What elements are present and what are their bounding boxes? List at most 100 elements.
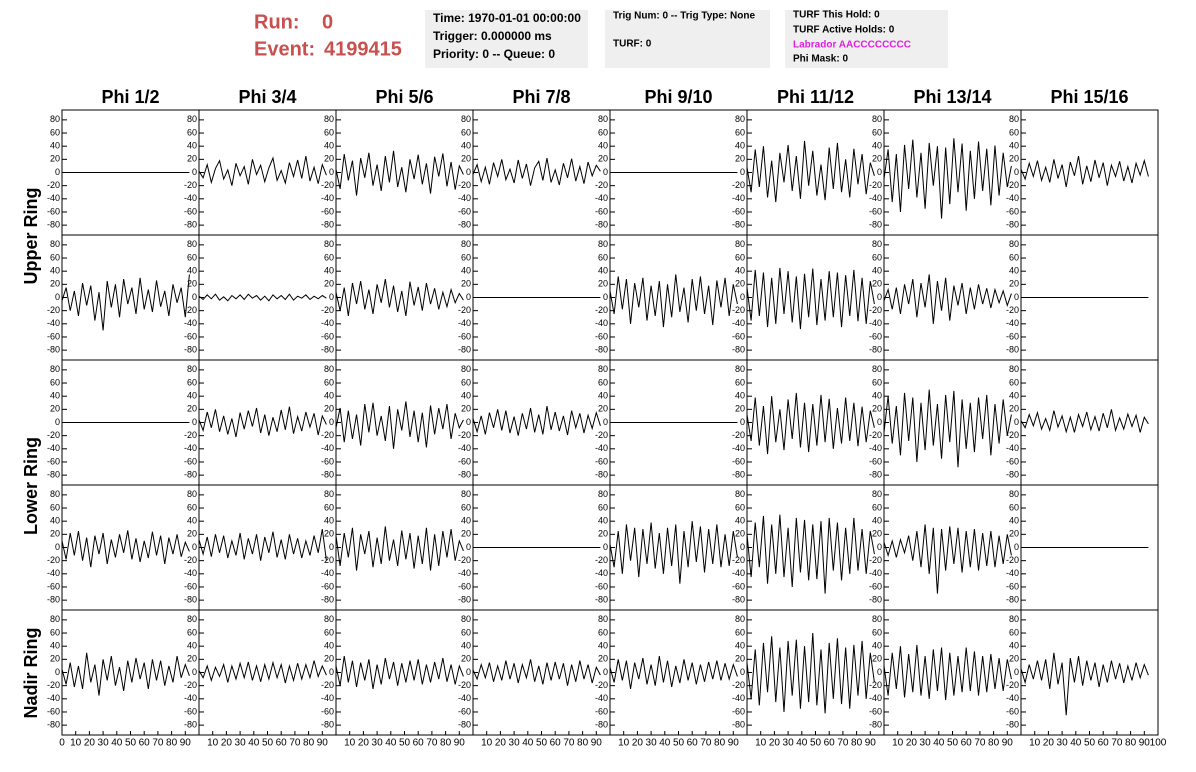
y-tick-label: -20 — [1006, 180, 1019, 190]
waveform — [746, 140, 875, 203]
y-tick-label: -80 — [869, 470, 882, 480]
y-tick-label: 40 — [1009, 641, 1019, 651]
y-tick-label: -80 — [458, 595, 471, 605]
x-tick-label: 20 — [221, 738, 233, 749]
y-tick-label: -40 — [1006, 568, 1019, 578]
y-tick-label: 20 — [324, 654, 334, 664]
y-tick-label: 0 — [603, 292, 608, 302]
x-tick-label: 50 — [399, 738, 411, 749]
y-tick-label: 80 — [50, 114, 60, 124]
y-tick-label: 20 — [324, 154, 334, 164]
y-tick-label: 40 — [461, 641, 471, 651]
y-tick-label: -40 — [321, 568, 334, 578]
y-tick-label: 0 — [603, 417, 608, 427]
y-tick-label: -40 — [47, 443, 60, 453]
y-tick-label: -20 — [458, 680, 471, 690]
y-tick-label: -40 — [321, 193, 334, 203]
y-tick-label: 20 — [187, 279, 197, 289]
y-tick-label: 40 — [872, 266, 882, 276]
x-tick-label: 60 — [276, 738, 288, 749]
y-tick-label: -40 — [595, 318, 608, 328]
y-tick-label: -40 — [184, 568, 197, 578]
y-tick-label: 20 — [324, 529, 334, 539]
waveform — [472, 157, 601, 186]
x-tick-label: 40 — [659, 738, 671, 749]
y-tick-label: -80 — [732, 345, 745, 355]
y-tick-label: -40 — [47, 193, 60, 203]
info-text: Priority: 0 -- Queue: 0 — [433, 47, 555, 61]
y-tick-label: 0 — [1014, 417, 1019, 427]
y-tick-label: 40 — [735, 516, 745, 526]
y-tick-label: 40 — [461, 141, 471, 151]
waveform — [198, 406, 327, 438]
y-tick-label: 80 — [598, 239, 608, 249]
y-tick-label: 0 — [1014, 542, 1019, 552]
waveform — [335, 278, 464, 317]
y-tick-label: -20 — [184, 680, 197, 690]
y-tick-label: -80 — [1006, 345, 1019, 355]
y-tick-label: 40 — [324, 641, 334, 651]
y-tick-label: 20 — [1009, 404, 1019, 414]
x-tick-label: 10 — [207, 738, 219, 749]
waveform — [1020, 409, 1149, 434]
y-tick-label: -60 — [184, 331, 197, 341]
y-tick-label: 40 — [1009, 266, 1019, 276]
y-tick-label: 0 — [329, 667, 334, 677]
y-tick-label: -40 — [1006, 693, 1019, 703]
y-tick-label: 0 — [192, 542, 197, 552]
y-tick-label: 0 — [466, 292, 471, 302]
x-tick-label: 50 — [947, 738, 959, 749]
y-tick-label: -40 — [321, 443, 334, 453]
y-tick-label: 60 — [1009, 377, 1019, 387]
y-tick-label: -80 — [47, 220, 60, 230]
y-tick-label: -80 — [47, 470, 60, 480]
x-tick-label: 0 — [59, 738, 65, 749]
x-tick-label: 60 — [413, 738, 425, 749]
x-tick-label: 10 — [481, 738, 493, 749]
y-tick-label: -60 — [458, 456, 471, 466]
y-tick-label: 60 — [598, 377, 608, 387]
x-tick-label: 10 — [1029, 738, 1041, 749]
y-tick-label: 80 — [324, 364, 334, 374]
y-tick-label: -20 — [869, 555, 882, 565]
y-tick-label: 80 — [872, 614, 882, 624]
y-tick-label: 0 — [1014, 667, 1019, 677]
y-tick-label: 80 — [461, 489, 471, 499]
waveform — [472, 405, 601, 436]
y-tick-label: 60 — [1009, 627, 1019, 637]
y-tick-label: 80 — [50, 614, 60, 624]
y-tick-label: 60 — [50, 252, 60, 262]
y-tick-label: 20 — [1009, 654, 1019, 664]
y-tick-label: 0 — [192, 667, 197, 677]
x-tick-label: 90 — [1002, 738, 1014, 749]
x-tick-label: 10 — [892, 738, 904, 749]
y-tick-label: 40 — [598, 266, 608, 276]
x-tick-label: 80 — [577, 738, 589, 749]
y-tick-label: 0 — [603, 542, 608, 552]
y-tick-label: 40 — [461, 266, 471, 276]
y-tick-label: 80 — [461, 364, 471, 374]
waveform — [61, 274, 190, 331]
y-tick-label: 0 — [740, 667, 745, 677]
y-tick-label: -20 — [458, 180, 471, 190]
y-tick-label: 60 — [735, 252, 745, 262]
y-tick-label: 80 — [50, 489, 60, 499]
y-tick-label: -20 — [869, 305, 882, 315]
waveform — [883, 644, 1012, 701]
x-tick-label: 40 — [111, 738, 123, 749]
y-tick-label: 80 — [50, 239, 60, 249]
y-tick-label: 60 — [187, 377, 197, 387]
y-tick-label: -60 — [595, 456, 608, 466]
y-tick-label: -60 — [184, 581, 197, 591]
waveform — [61, 652, 190, 696]
x-tick-label: 100 — [1150, 738, 1167, 749]
y-tick-label: -60 — [184, 706, 197, 716]
y-tick-label: -80 — [732, 720, 745, 730]
waveform — [883, 389, 1012, 468]
y-tick-label: 80 — [735, 239, 745, 249]
y-tick-label: 80 — [872, 489, 882, 499]
x-tick-label: 70 — [700, 738, 712, 749]
y-tick-label: -40 — [458, 443, 471, 453]
y-tick-label: -20 — [458, 430, 471, 440]
x-tick-label: 10 — [618, 738, 630, 749]
